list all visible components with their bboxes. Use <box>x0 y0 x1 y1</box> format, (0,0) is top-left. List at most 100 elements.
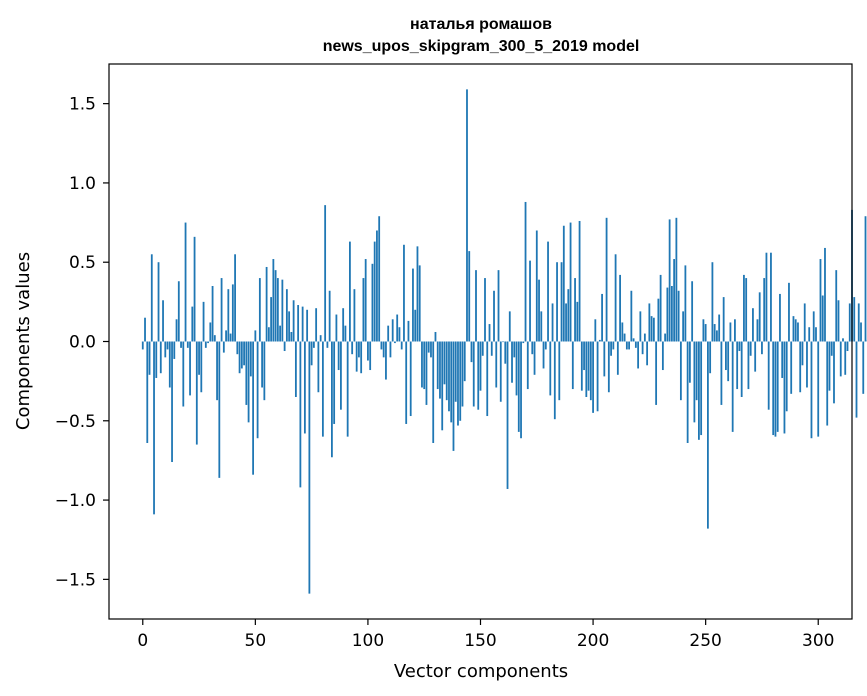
bar <box>177 281 180 342</box>
bar <box>461 341 464 407</box>
bar <box>416 246 419 342</box>
bar <box>281 279 284 342</box>
bar <box>580 341 583 391</box>
bar <box>204 341 207 348</box>
bar <box>351 341 354 355</box>
bar <box>661 341 664 371</box>
x-tick-label: 200 <box>577 631 609 651</box>
bar <box>146 341 149 443</box>
bar <box>493 290 495 342</box>
bar <box>342 308 345 342</box>
bar <box>175 319 178 342</box>
bar <box>634 341 637 348</box>
bar <box>490 341 493 356</box>
bar <box>358 341 360 358</box>
bar <box>432 341 435 443</box>
bar <box>526 341 529 390</box>
bar <box>312 341 315 348</box>
bar <box>380 341 383 350</box>
bar <box>389 341 392 358</box>
bar <box>758 292 761 342</box>
y-tick-label: −0.5 <box>55 412 96 432</box>
bar <box>610 341 612 356</box>
bar <box>306 309 309 342</box>
bar <box>457 341 459 426</box>
bar <box>391 319 394 342</box>
bar <box>745 278 748 342</box>
bar <box>166 341 169 350</box>
bar <box>182 341 185 407</box>
bar <box>583 341 585 371</box>
bar <box>144 317 146 342</box>
bar <box>439 341 441 399</box>
bar <box>331 341 333 458</box>
bar <box>155 341 158 378</box>
bar <box>853 297 856 342</box>
bar <box>369 341 372 371</box>
bar <box>707 341 709 529</box>
bar <box>499 341 502 402</box>
bar <box>855 341 858 418</box>
bar <box>797 322 799 342</box>
bar <box>263 341 266 401</box>
bar <box>837 300 840 342</box>
bar <box>245 341 248 405</box>
y-tick-label: 0.5 <box>69 253 96 273</box>
bar <box>364 259 367 342</box>
bar <box>529 260 531 342</box>
bar <box>186 341 189 348</box>
bar <box>303 341 306 434</box>
bar <box>616 341 619 375</box>
bar <box>826 341 829 426</box>
bar <box>551 303 554 342</box>
bar <box>234 254 236 342</box>
bar <box>524 201 527 342</box>
bar <box>794 319 797 342</box>
bar <box>718 314 721 342</box>
bar <box>535 230 538 342</box>
bar <box>812 311 815 342</box>
bar <box>466 89 468 342</box>
bar <box>682 311 685 342</box>
bar <box>664 333 667 342</box>
bar <box>725 341 727 371</box>
bar <box>283 341 286 352</box>
bar <box>333 341 336 424</box>
bar <box>324 205 327 342</box>
bar <box>294 341 297 397</box>
bar <box>367 341 369 361</box>
bar <box>646 341 649 366</box>
bar <box>515 341 518 396</box>
bar <box>565 303 567 342</box>
y-tick-label: 0.0 <box>69 333 96 353</box>
x-tick-label: 100 <box>352 631 384 651</box>
bar <box>538 279 540 342</box>
bar <box>533 341 536 375</box>
bar <box>767 341 770 410</box>
bar <box>693 341 696 423</box>
bar <box>398 327 401 342</box>
x-tick-label: 50 <box>245 631 267 651</box>
bar <box>481 341 484 356</box>
bar <box>711 262 714 342</box>
bar <box>788 282 790 342</box>
bar <box>502 341 504 343</box>
bar <box>321 341 324 437</box>
bar <box>738 341 741 352</box>
bar <box>355 341 358 372</box>
bar <box>216 341 218 401</box>
bar <box>562 225 565 342</box>
bar <box>497 270 500 342</box>
bar <box>756 319 759 342</box>
bar <box>184 222 187 342</box>
bar <box>677 290 680 342</box>
bar <box>414 309 417 342</box>
bar <box>317 341 320 393</box>
bar <box>279 325 282 342</box>
bar <box>412 268 414 342</box>
bar <box>621 322 624 342</box>
bar <box>400 341 403 350</box>
bar <box>772 341 775 436</box>
bar <box>195 341 198 445</box>
bar <box>335 314 338 342</box>
